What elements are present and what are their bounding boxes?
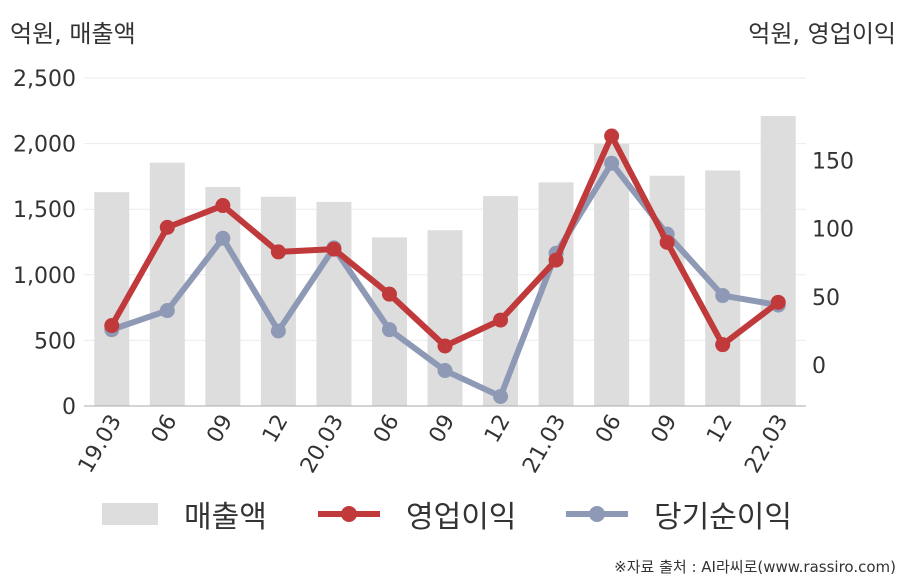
- x-axis-tick-label: 12: [480, 411, 516, 448]
- operating-profit-point: [381, 286, 397, 302]
- net-income-point: [437, 363, 453, 379]
- revenue-bar: [149, 162, 185, 406]
- right-axis-tick-label: 0: [812, 354, 826, 379]
- operating-profit-point: [493, 312, 509, 328]
- net-income-point: [493, 388, 509, 404]
- x-axis-tick-label: 09: [425, 411, 461, 448]
- net-income-point: [604, 155, 620, 171]
- legend-item-net-income: 당기순이익: [566, 494, 792, 535]
- right-axis-tick-label: 100: [812, 218, 854, 243]
- left-axis-tick-label: 0: [62, 395, 76, 420]
- right-axis-tick-label: 150: [812, 150, 854, 175]
- operating-profit-point: [659, 234, 675, 250]
- revenue-bar: [260, 196, 296, 406]
- legend-swatch-bar: [102, 503, 158, 525]
- right-axis-tick-label: 50: [812, 286, 840, 311]
- x-axis-tick-label: 21.03: [518, 411, 571, 478]
- x-axis-tick-label: 22.03: [740, 411, 793, 478]
- revenue-bar: [427, 230, 463, 406]
- revenue-bar: [760, 116, 796, 406]
- operating-profit-point: [104, 318, 120, 334]
- x-axis-tick-label: 06: [147, 411, 183, 448]
- legend-swatch-line-blue: [566, 506, 628, 522]
- legend-swatch-line-red: [318, 506, 380, 522]
- left-axis-tick-label: 500: [34, 329, 76, 354]
- source-note: ※자료 출처 : AI라씨로(www.rassiro.com): [614, 558, 896, 576]
- revenue-bar: [483, 196, 519, 406]
- net-income-point: [159, 303, 175, 319]
- net-income-point: [715, 288, 731, 304]
- net-income-point: [381, 322, 397, 338]
- left-axis-tick-label: 1,500: [13, 198, 76, 223]
- operating-profit-point: [604, 128, 620, 144]
- revenue-bar: [205, 186, 241, 406]
- left-axis-unit-label: 억원, 매출액: [10, 20, 136, 48]
- x-axis-tick-label: 12: [258, 411, 294, 448]
- x-axis-tick-label: 06: [591, 411, 627, 448]
- legend-item-revenue: 매출액: [102, 494, 267, 535]
- operating-profit-point: [548, 252, 564, 268]
- revenue-bar: [371, 237, 407, 406]
- legend-label-net-income: 당기순이익: [654, 500, 792, 535]
- revenue-bar: [649, 175, 685, 406]
- legend-item-operating-profit: 영업이익: [318, 494, 517, 535]
- operating-profit-point: [159, 219, 175, 235]
- legend-label-operating-profit: 영업이익: [406, 500, 517, 535]
- left-axis-tick-label: 1,000: [13, 264, 76, 289]
- x-axis-tick-label: 12: [702, 411, 738, 448]
- x-axis-tick-label: 20.03: [296, 411, 349, 478]
- x-axis-tick-label: 09: [647, 411, 683, 448]
- operating-profit-point: [270, 244, 286, 260]
- net-income-point: [215, 230, 231, 246]
- x-axis-tick-label: 19.03: [74, 411, 127, 478]
- operating-profit-point: [326, 241, 342, 257]
- x-axis-tick-label: 06: [369, 411, 405, 448]
- operating-profit-point: [770, 294, 786, 310]
- operating-profit-point: [437, 338, 453, 354]
- operating-profit-point: [715, 337, 731, 353]
- right-axis-unit-label: 억원, 영업이익: [748, 20, 896, 48]
- net-income-point: [270, 323, 286, 339]
- operating-profit-point: [215, 198, 231, 214]
- revenue-bar: [538, 182, 574, 406]
- revenue-bar: [316, 201, 352, 406]
- legend-label-revenue: 매출액: [184, 500, 267, 535]
- left-axis-tick-label: 2,500: [13, 67, 76, 92]
- left-axis-tick-label: 2,000: [13, 133, 76, 158]
- x-axis-tick-label: 09: [202, 411, 238, 448]
